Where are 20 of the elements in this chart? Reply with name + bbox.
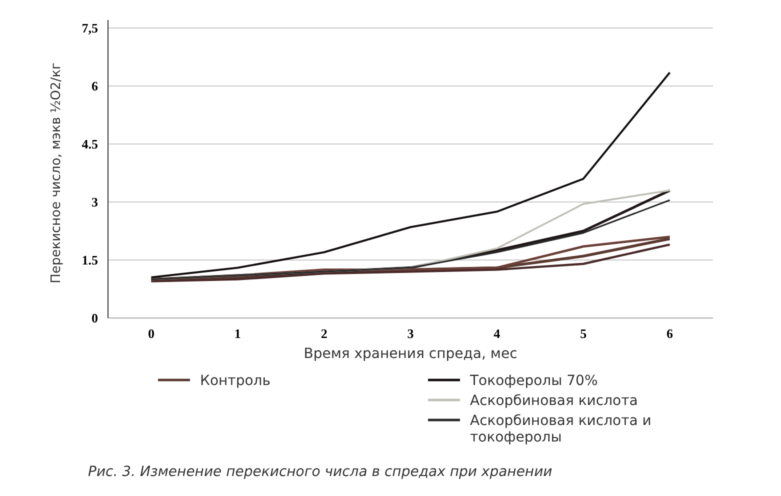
x-tick-label: 4 xyxy=(494,326,501,341)
legend-label: Аскорбиновая кислота xyxy=(470,392,638,409)
x-tick-label: 6 xyxy=(666,326,674,341)
y-tick-label: 4.5 xyxy=(82,136,98,152)
y-tick-label: 0 xyxy=(92,310,98,326)
legend-label: Токоферолы 70% xyxy=(469,372,598,389)
x-tick-label: 2 xyxy=(320,326,328,341)
x-tick-label: 5 xyxy=(580,326,588,341)
y-axis-title: Перекисное число, мэкв ½O2/кг xyxy=(49,62,64,284)
x-tick-label: 3 xyxy=(407,326,414,341)
legend-label: Аскорбиновая кислота и токоферолы xyxy=(470,412,652,446)
x-tick-label: 0 xyxy=(148,326,154,341)
x-axis-title: Время хранения спреда, мес xyxy=(304,346,518,362)
y-tick-label: 7,5 xyxy=(82,20,98,36)
x-tick-label: 1 xyxy=(234,326,241,341)
legend-label: Контроль xyxy=(200,372,270,389)
y-tick-label: 3 xyxy=(92,194,98,210)
y-tick-label: 6 xyxy=(92,78,98,94)
text: Рис. 3. Изменение перекисного числа в спредах при хранении xyxy=(88,464,552,480)
y-tick-label: 1.5 xyxy=(82,252,98,268)
